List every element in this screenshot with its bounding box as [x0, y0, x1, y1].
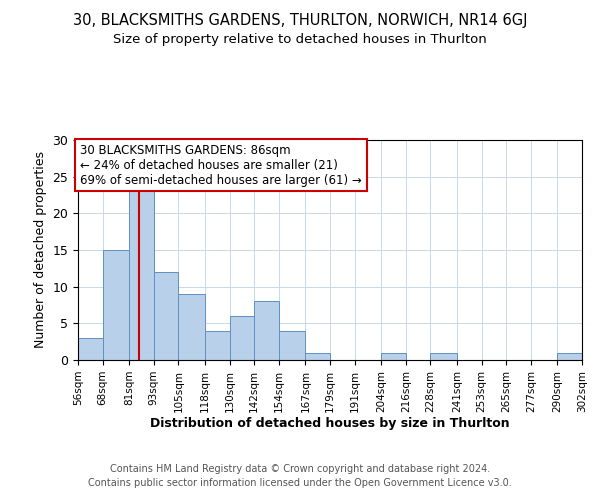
- Bar: [103, 250, 129, 360]
- Bar: [205, 330, 230, 360]
- Bar: [254, 302, 279, 360]
- Bar: [305, 352, 330, 360]
- Bar: [230, 316, 254, 360]
- Bar: [279, 330, 305, 360]
- Y-axis label: Number of detached properties: Number of detached properties: [34, 152, 47, 348]
- Bar: [430, 352, 457, 360]
- Bar: [78, 338, 103, 360]
- X-axis label: Distribution of detached houses by size in Thurlton: Distribution of detached houses by size …: [150, 418, 510, 430]
- Bar: [557, 352, 582, 360]
- Bar: [381, 352, 406, 360]
- Text: Contains HM Land Registry data © Crown copyright and database right 2024.
Contai: Contains HM Land Registry data © Crown c…: [88, 464, 512, 487]
- Text: 30 BLACKSMITHS GARDENS: 86sqm
← 24% of detached houses are smaller (21)
69% of s: 30 BLACKSMITHS GARDENS: 86sqm ← 24% of d…: [80, 144, 362, 186]
- Bar: [178, 294, 205, 360]
- Bar: [154, 272, 178, 360]
- Bar: [129, 176, 154, 360]
- Text: Size of property relative to detached houses in Thurlton: Size of property relative to detached ho…: [113, 32, 487, 46]
- Text: 30, BLACKSMITHS GARDENS, THURLTON, NORWICH, NR14 6GJ: 30, BLACKSMITHS GARDENS, THURLTON, NORWI…: [73, 12, 527, 28]
